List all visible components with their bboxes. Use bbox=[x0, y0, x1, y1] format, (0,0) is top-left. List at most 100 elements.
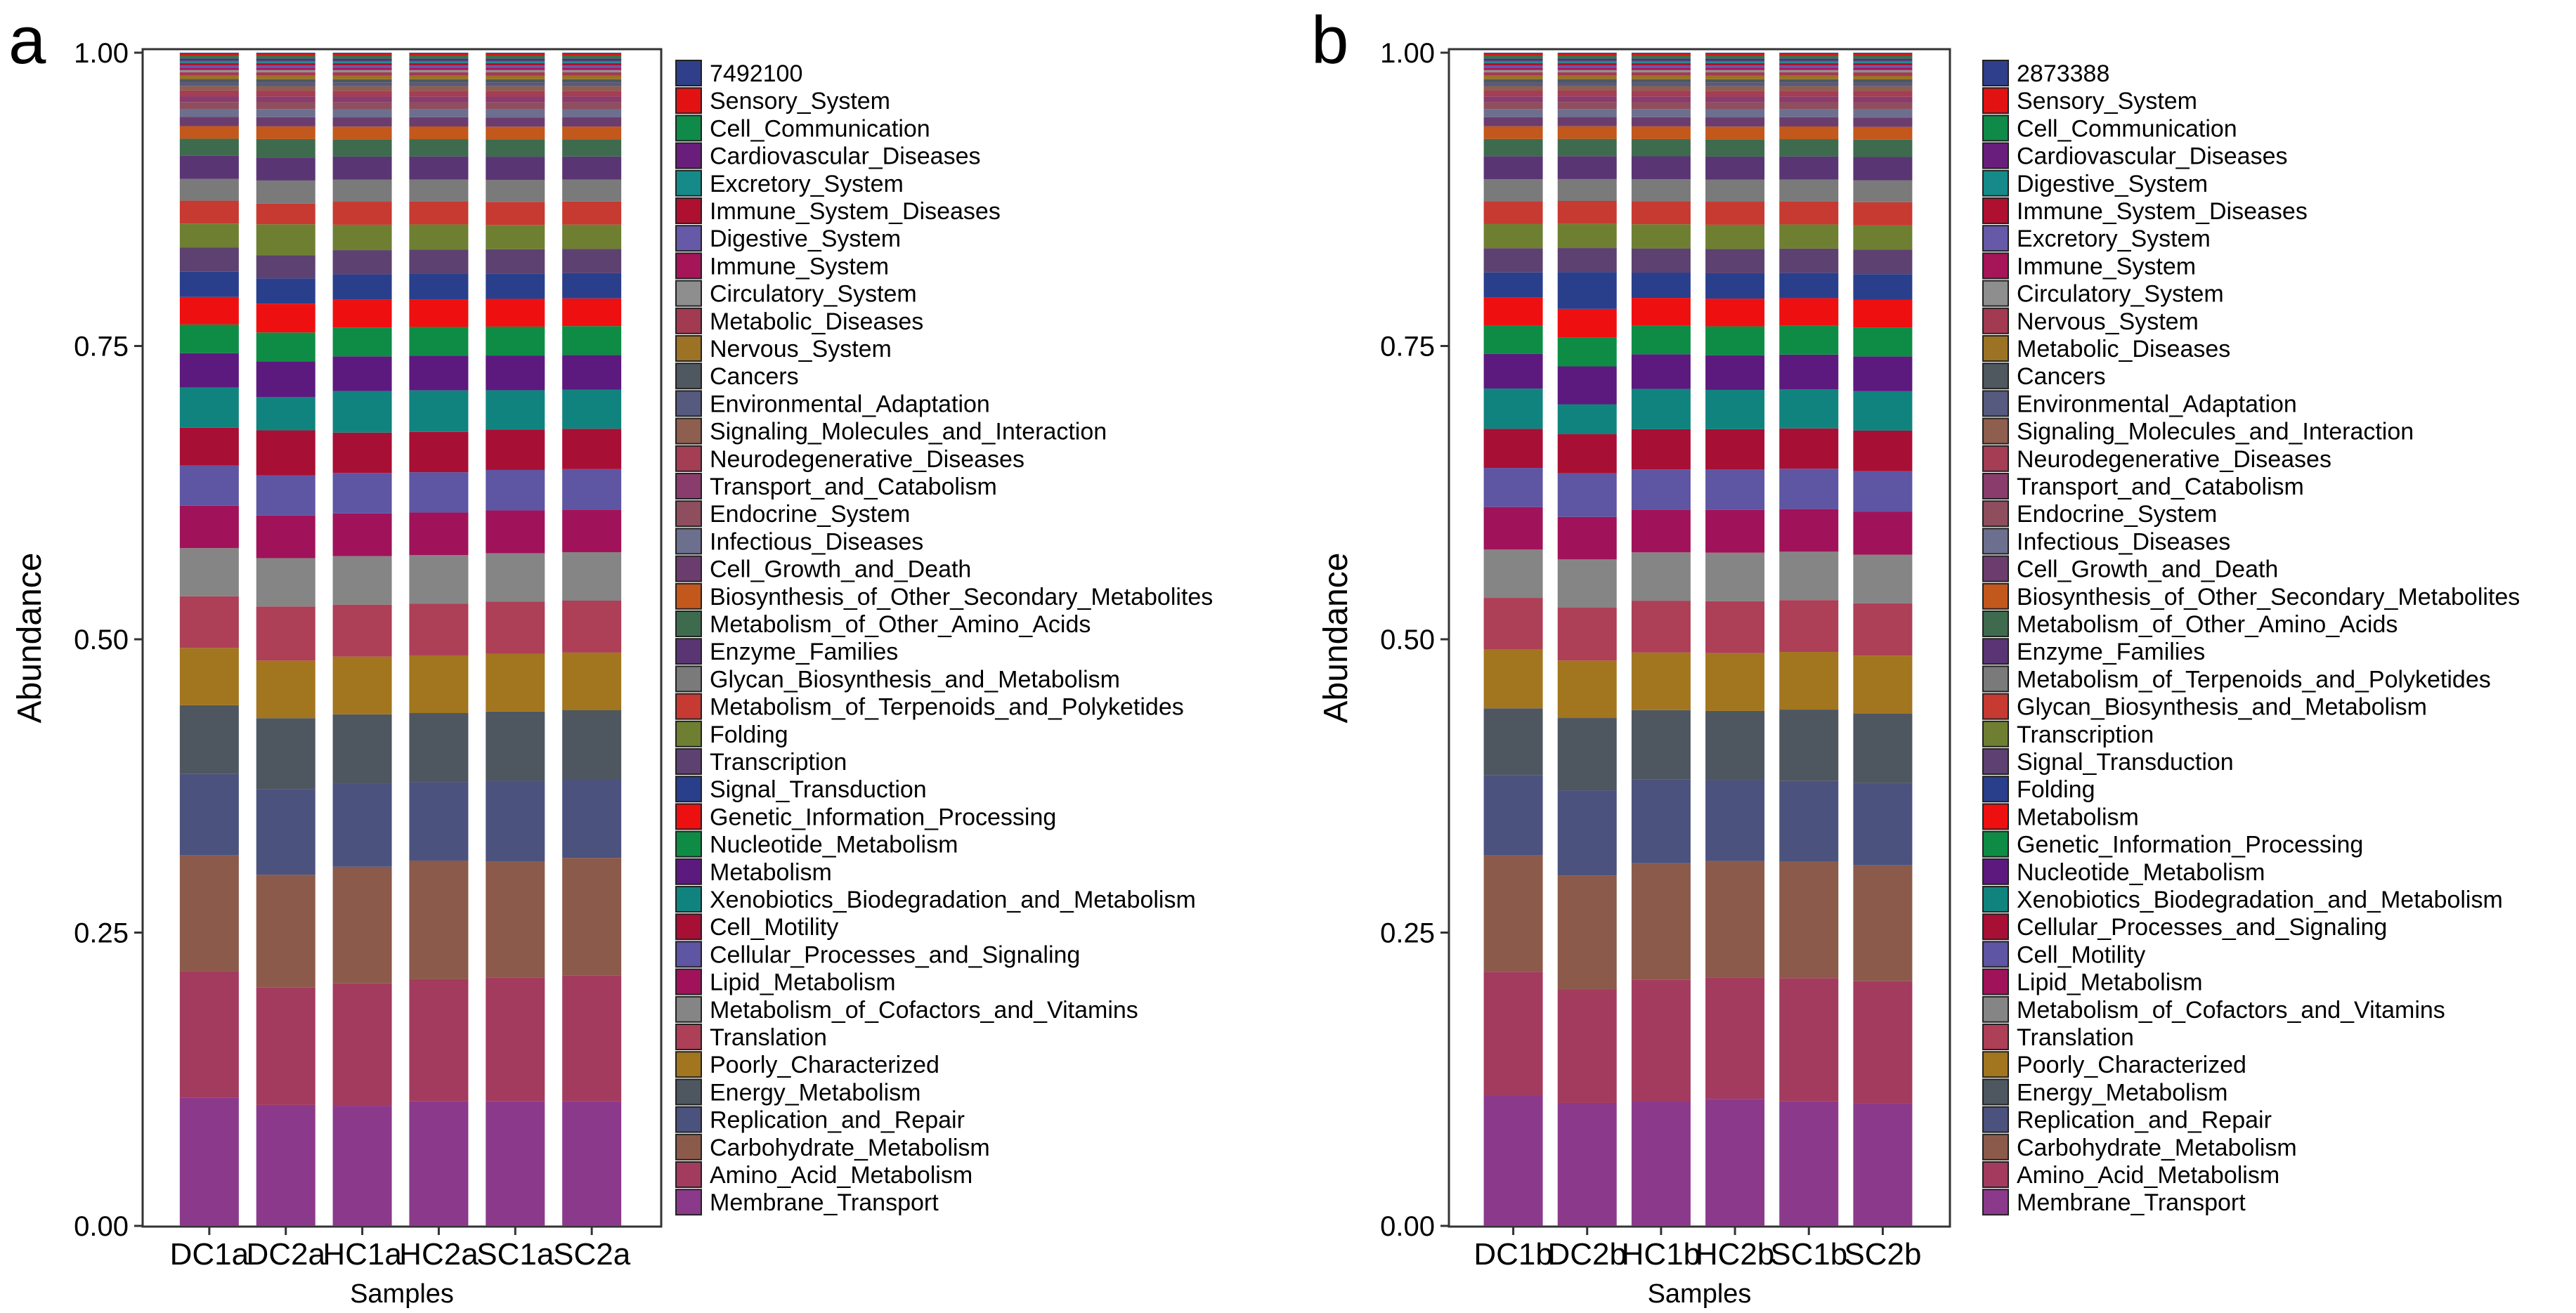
bar-segment-Digestive_System bbox=[562, 65, 622, 68]
legend-label: Carbohydrate_Metabolism bbox=[710, 1135, 990, 1161]
bar-segment-Immune_System_Diseases bbox=[256, 63, 316, 66]
legend-label: Carbohydrate_Metabolism bbox=[2017, 1135, 2297, 1161]
bar-segment-Enzyme_Families bbox=[1705, 156, 1765, 180]
bar-segment-Replication_and_Repair bbox=[1631, 779, 1691, 863]
legend-swatch bbox=[675, 1024, 702, 1050]
legend-swatch bbox=[1982, 638, 2009, 665]
bar-segment-Immune_System bbox=[1853, 67, 1913, 70]
bar-segment-Cell_Motility bbox=[562, 429, 622, 469]
y-tick-label: 0.25 bbox=[1380, 918, 1435, 949]
bar-segment-Enzyme_Families bbox=[1631, 156, 1691, 180]
bar-segment-2873388 bbox=[1779, 53, 1839, 54]
bar-segment-Endocrine_System bbox=[1557, 102, 1617, 110]
legend-swatch bbox=[675, 87, 702, 115]
legend-swatch bbox=[675, 417, 702, 445]
legend-label: Glycan_Biosynthesis_and_Metabolism bbox=[710, 666, 1120, 693]
bar-segment-Nucleotide_Metabolism bbox=[562, 326, 622, 355]
bar-segment-Translation bbox=[1483, 598, 1543, 650]
bar-segment-Transport_and_Catabolism bbox=[1705, 96, 1765, 103]
bar-segment-Signal_Transduction bbox=[562, 273, 622, 299]
bar-segment-Lipid_Metabolism bbox=[1779, 509, 1839, 552]
legend-item: Nervous_System bbox=[1982, 307, 2199, 335]
legend-item: Metabolic_Diseases bbox=[1982, 335, 2230, 362]
bar-segment-Translation bbox=[256, 606, 316, 661]
bar-segment-Cancers bbox=[1705, 79, 1765, 83]
bar-segment-Immune_System_Diseases bbox=[1483, 63, 1543, 66]
bar-segment-Energy_Metabolism bbox=[562, 710, 622, 780]
legend-swatch bbox=[675, 941, 702, 968]
bar-segment-Digestive_System bbox=[1483, 60, 1543, 63]
bar-segment-Endocrine_System bbox=[256, 102, 316, 110]
legend-item: Biosynthesis_of_Other_Secondary_Metaboli… bbox=[675, 582, 1213, 610]
legend-swatch bbox=[1982, 1106, 2009, 1133]
legend-item: Nervous_System bbox=[675, 335, 892, 362]
legend-swatch bbox=[1982, 830, 2009, 858]
bar-segment-Metabolism_of_Other_Amino_Acids bbox=[1853, 139, 1913, 157]
bar-segment-Folding bbox=[1779, 273, 1839, 299]
bar-segment-Excretory_System bbox=[1483, 65, 1543, 68]
bar-segment-Lipid_Metabolism bbox=[409, 512, 469, 556]
bar-segment-Replication_and_Repair bbox=[409, 782, 469, 861]
bar-segment-Metabolism bbox=[409, 355, 469, 391]
bar-segment-Metabolic_Diseases bbox=[1705, 75, 1765, 79]
bar-segment-Lipid_Metabolism bbox=[1705, 509, 1765, 553]
bar-segment-Energy_Metabolism bbox=[1631, 710, 1691, 780]
bar-SC1b bbox=[1779, 53, 1839, 1226]
bar-segment-Nucleotide_Metabolism bbox=[1853, 356, 1913, 391]
legend-swatch bbox=[1982, 445, 2009, 472]
bar-segment-Xenobiotics_Biodegradation_and_Metabolism bbox=[1483, 388, 1543, 429]
bar-segment-Membrane_Transport bbox=[1779, 1101, 1839, 1226]
bar-segment-Folding bbox=[1631, 273, 1691, 299]
bar-segment-Signaling_Molecules_and_Interaction bbox=[1853, 86, 1913, 91]
bar-segment-Membrane_Transport bbox=[409, 1101, 469, 1226]
y-tick-label: 0.75 bbox=[74, 332, 129, 362]
legend-swatch bbox=[1982, 803, 2009, 830]
bar-segment-Cardiovascular_Diseases bbox=[1779, 58, 1839, 61]
bar-segment-Immune_System bbox=[332, 67, 392, 70]
legend-label: Cellular_Processes_and_Signaling bbox=[710, 941, 1080, 968]
bar-segment-Transport_and_Catabolism bbox=[1483, 96, 1543, 103]
legend-swatch bbox=[675, 528, 702, 555]
x-tick-label: SC2a bbox=[553, 1237, 631, 1272]
legend-label: Xenobiotics_Biodegradation_and_Metabolis… bbox=[2017, 887, 2503, 913]
legend-item: Amino_Acid_Metabolism bbox=[675, 1161, 972, 1189]
bar-segment-Circulatory_System bbox=[1557, 70, 1617, 72]
legend-swatch bbox=[675, 473, 702, 499]
bar-segment-Signal_Transduction bbox=[1779, 248, 1839, 273]
bar-segment-Nervous_System bbox=[1705, 72, 1765, 76]
x-tick-label: DC1a bbox=[170, 1237, 249, 1272]
bar-segment-Biosynthesis_of_Other_Secondary_Metabolites bbox=[486, 126, 545, 140]
bar-segment-Excretory_System bbox=[1631, 65, 1691, 68]
bar-segment-Lipid_Metabolism bbox=[1483, 507, 1543, 550]
bar-segment-Cardiovascular_Diseases bbox=[1557, 58, 1617, 61]
legend-swatch bbox=[1982, 362, 2009, 390]
legend-swatch bbox=[1982, 60, 2009, 86]
bar-segment-Metabolism_of_Other_Amino_Acids bbox=[1779, 139, 1839, 157]
legend-label: Signal_Transduction bbox=[2017, 749, 2234, 776]
bar-segment-Lipid_Metabolism bbox=[256, 515, 316, 558]
legend-label: Nucleotide_Metabolism bbox=[710, 832, 958, 858]
bar-segment-Cellular_Processes_and_Signaling bbox=[1853, 430, 1913, 471]
bar-DC1a bbox=[179, 53, 239, 1226]
bar-segment-Metabolism_of_Cofactors_and_Vitamins bbox=[1631, 552, 1691, 601]
bar-segment-Metabolic_Diseases bbox=[1483, 75, 1543, 79]
bar-segment-Cell_Communication bbox=[1483, 55, 1543, 59]
bar-segment-Cellular_Processes_and_Signaling bbox=[409, 472, 469, 513]
bar-segment-Signal_Transduction bbox=[332, 274, 392, 300]
bar-segment-Membrane_Transport bbox=[1557, 1102, 1617, 1226]
legend-label: Transcription bbox=[710, 749, 847, 776]
legend-item: Membrane_Transport bbox=[675, 1189, 939, 1216]
bar-segment-Immune_System bbox=[562, 67, 622, 70]
bar-segment-Excretory_System bbox=[1853, 65, 1913, 68]
bar-segment-Environmental_Adaptation bbox=[256, 82, 316, 86]
bar-segment-Environmental_Adaptation bbox=[409, 82, 469, 86]
legend-swatch bbox=[1982, 1078, 2009, 1106]
bar-segment-Transport_and_Catabolism bbox=[1631, 96, 1691, 103]
bar-segment-Signaling_Molecules_and_Interaction bbox=[486, 86, 545, 91]
bar-segment-Cell_Communication bbox=[1853, 55, 1913, 59]
bar-segment-Nucleotide_Metabolism bbox=[256, 332, 316, 362]
legend: 7492100Sensory_SystemCell_CommunicationC… bbox=[675, 60, 1213, 1216]
bar-segment-Membrane_Transport bbox=[1483, 1095, 1543, 1226]
x-tick-label: SC1a bbox=[476, 1237, 554, 1272]
legend-label: Xenobiotics_Biodegradation_and_Metabolis… bbox=[710, 887, 1196, 913]
